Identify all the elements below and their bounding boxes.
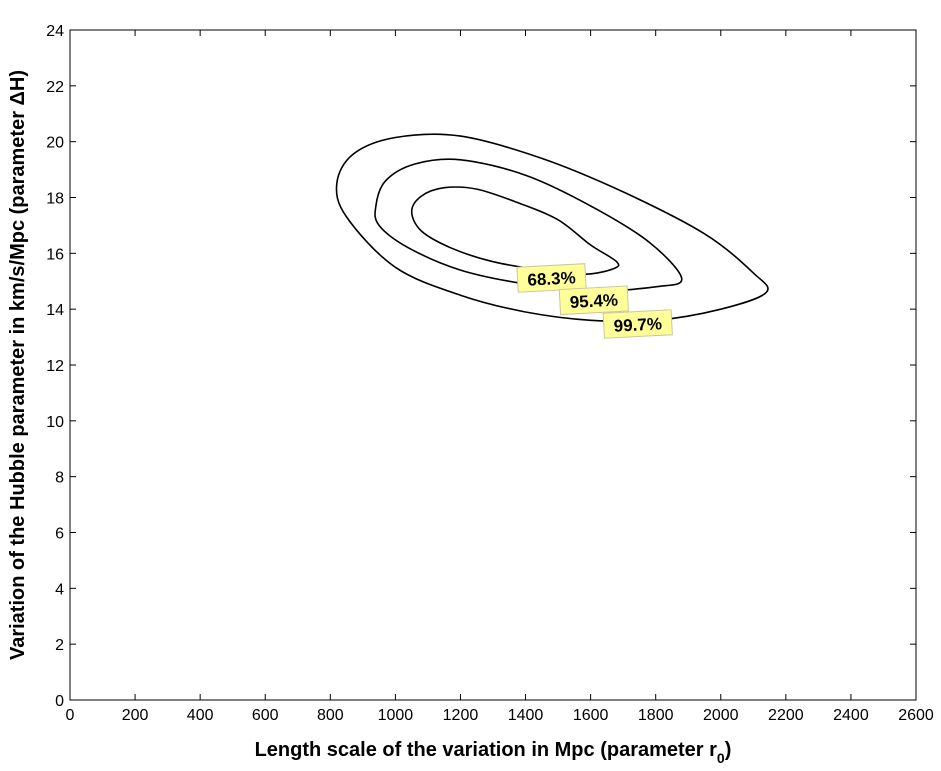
contour-label-group: 95.4%: [558, 285, 629, 316]
y-tick-label: 0: [55, 693, 64, 710]
contour-label-group: 99.7%: [602, 309, 673, 339]
y-tick-label: 22: [46, 79, 64, 96]
x-tick-label: 800: [317, 707, 344, 724]
y-tick-label: 20: [46, 135, 64, 152]
y-tick-label: 18: [46, 191, 64, 208]
x-tick-label: 1600: [573, 707, 609, 724]
x-tick-label: 200: [122, 707, 149, 724]
y-tick-label: 8: [55, 470, 64, 487]
y-axis-label: Variation of the Hubble parameter in km/…: [7, 70, 29, 660]
x-tick-label: 1400: [508, 707, 544, 724]
x-tick-label: 2200: [768, 707, 804, 724]
x-tick-label: 600: [252, 707, 279, 724]
contour-lines: [335, 133, 769, 323]
y-tick-label: 24: [46, 23, 64, 40]
x-axis-label: Length scale of the variation in Mpc (pa…: [255, 739, 732, 766]
contour-line-683: [410, 186, 620, 276]
x-tick-label: 2000: [703, 707, 739, 724]
x-tick-label: 1800: [638, 707, 674, 724]
contour-label-box: [602, 309, 673, 339]
y-tick-label: 6: [55, 526, 64, 543]
y-tick-label: 10: [46, 414, 64, 431]
x-tick-label: 400: [187, 707, 214, 724]
y-tick-label: 4: [55, 581, 64, 598]
x-tick-label: 1200: [443, 707, 479, 724]
x-tick-label: 1000: [378, 707, 414, 724]
y-tick-label: 14: [46, 302, 64, 319]
y-tick-label: 2: [55, 637, 64, 654]
x-tick-label: 2600: [898, 707, 934, 724]
contour-label-box: [558, 285, 629, 316]
x-axis: 0 200 400 600 800 1000 1200 1400 1600 1800 2000 220…: [66, 30, 934, 724]
contour-line-997: [335, 133, 769, 323]
contour-label-group: 68.3%: [516, 263, 587, 293]
contour-label: 68.3%: [527, 268, 576, 289]
contour-labels: 68.3%95.4%99.7%: [516, 263, 673, 339]
contour-label: 99.7%: [613, 314, 662, 335]
x-tick-label: 2400: [833, 707, 869, 724]
contour-label: 95.4%: [569, 291, 618, 312]
plot-area: [69, 29, 917, 701]
x-tick-label: 0: [66, 707, 75, 724]
y-tick-label: 12: [46, 358, 64, 375]
y-tick-label: 16: [46, 246, 64, 263]
contour-line-954: [374, 158, 683, 292]
contour-label-box: [516, 263, 587, 293]
